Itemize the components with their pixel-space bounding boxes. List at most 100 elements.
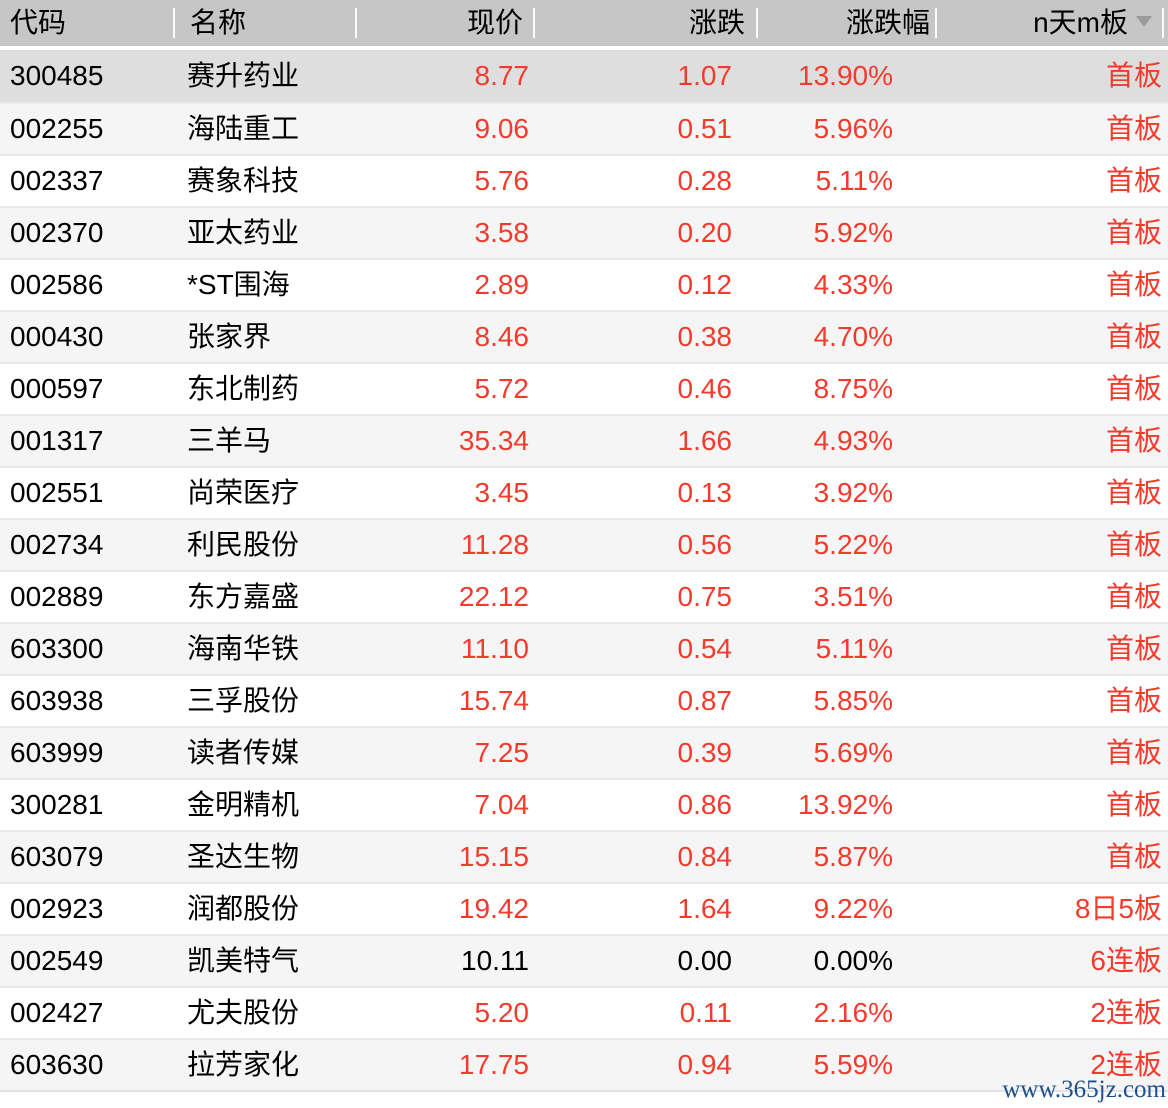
cell-name: 读者传媒	[187, 737, 300, 768]
cell-price: 11.28	[461, 529, 529, 560]
cell-pct: 3.92%	[813, 477, 893, 508]
cell-pct: 0.00%	[813, 945, 893, 976]
cell-boards: 首板	[1105, 113, 1162, 144]
cell-change: 0.54	[677, 633, 733, 664]
cell-price: 15.74	[458, 685, 529, 716]
cell-boards: 首板	[1105, 321, 1162, 352]
cell-price: 2.89	[474, 269, 530, 300]
table-header: 代码 名称 现价 涨跌 涨跌幅 n天m板	[0, 0, 1168, 50]
cell-boards: 首板	[1105, 269, 1162, 300]
stock-row-603938[interactable]: 603938 三孚股份 15.74 0.87 5.85% 首板	[0, 674, 1168, 726]
column-header-boards[interactable]: n天m板	[937, 0, 1168, 46]
cell-name: 利民股份	[187, 529, 300, 560]
stock-row-002549[interactable]: 002549 凯美特气 10.11 0.00 0.00% 6连板	[0, 934, 1168, 986]
cell-code: 002923	[10, 893, 104, 924]
stock-row-000597[interactable]: 000597 东北制药 5.72 0.46 8.75% 首板	[0, 362, 1168, 414]
cell-name: 张家界	[187, 321, 272, 352]
cell-price: 22.12	[458, 581, 529, 612]
cell-price: 15.15	[458, 841, 529, 872]
stock-row-603630[interactable]: 603630 拉芳家化 17.75 0.94 5.59% 2连板	[0, 1038, 1168, 1090]
stock-row-002427[interactable]: 002427 尤夫股份 5.20 0.11 2.16% 2连板	[0, 986, 1168, 1038]
cell-code: 001317	[10, 425, 104, 456]
cell-change: 0.46	[677, 373, 733, 404]
cell-change: 0.94	[677, 1049, 733, 1080]
cell-code: 002255	[10, 113, 104, 144]
cell-pct: 13.92%	[798, 789, 893, 820]
cell-code: 603630	[10, 1049, 104, 1080]
cell-name: 尤夫股份	[187, 997, 300, 1028]
cell-change: 0.84	[677, 841, 733, 872]
cell-name: 凯美特气	[187, 945, 300, 976]
stock-row-002337[interactable]: 002337 赛象科技 5.76 0.28 5.11% 首板	[0, 154, 1168, 206]
cell-name: 拉芳家化	[187, 1049, 300, 1080]
cell-pct: 4.33%	[813, 269, 893, 300]
cell-price: 5.76	[474, 165, 530, 196]
stock-row-603999[interactable]: 603999 读者传媒 7.25 0.39 5.69% 首板	[0, 726, 1168, 778]
cell-price: 7.25	[474, 737, 530, 768]
cell-change: 1.64	[677, 893, 733, 924]
cell-code: 000430	[10, 321, 104, 352]
stock-row-002586[interactable]: 002586 *ST围海 2.89 0.12 4.33% 首板	[0, 258, 1168, 310]
cell-pct: 3.51%	[813, 581, 893, 612]
cell-name: 海南华铁	[187, 633, 300, 664]
stock-row-002551[interactable]: 002551 尚荣医疗 3.45 0.13 3.92% 首板	[0, 466, 1168, 518]
stock-row-002889[interactable]: 002889 东方嘉盛 22.12 0.75 3.51% 首板	[0, 570, 1168, 622]
cell-code: 002427	[10, 997, 104, 1028]
cell-change: 0.28	[677, 165, 733, 196]
cell-price: 11.10	[461, 633, 529, 664]
cell-code: 002549	[10, 945, 104, 976]
cell-boards: 2连板	[1090, 1049, 1162, 1080]
stock-row-002255[interactable]: 002255 海陆重工 9.06 0.51 5.96% 首板	[0, 102, 1168, 154]
column-header-code-label: 代码	[10, 7, 67, 38]
cell-boards: 首板	[1105, 841, 1162, 872]
cell-boards: 首板	[1105, 633, 1162, 664]
cell-name: 海陆重工	[187, 113, 300, 144]
stock-row-002370[interactable]: 002370 亚太药业 3.58 0.20 5.92% 首板	[0, 206, 1168, 258]
column-header-price[interactable]: 现价	[357, 0, 535, 46]
cell-pct: 5.69%	[813, 737, 893, 768]
cell-change: 0.00	[677, 945, 733, 976]
cell-code: 300485	[10, 60, 104, 91]
cell-name: 东北制药	[187, 373, 300, 404]
cell-name: 三孚股份	[187, 685, 300, 716]
cell-pct: 2.16%	[813, 997, 893, 1028]
cell-code: 603938	[10, 685, 104, 716]
cell-pct: 4.70%	[813, 321, 893, 352]
column-header-name[interactable]: 名称	[175, 0, 357, 46]
cell-price: 17.75	[458, 1049, 529, 1080]
cell-code: 603300	[10, 633, 104, 664]
stock-row-000430[interactable]: 000430 张家界 8.46 0.38 4.70% 首板	[0, 310, 1168, 362]
cell-name: 润都股份	[187, 893, 300, 924]
cell-pct: 13.90%	[798, 60, 893, 91]
stock-row-002923[interactable]: 002923 润都股份 19.42 1.64 9.22% 8日5板	[0, 882, 1168, 934]
column-header-price-label: 现价	[466, 7, 523, 38]
cell-pct: 8.75%	[813, 373, 893, 404]
stock-row-603079[interactable]: 603079 圣达生物 15.15 0.84 5.87% 首板	[0, 830, 1168, 882]
stock-row-300485[interactable]: 300485 赛升药业 8.77 1.07 13.90% 首板	[0, 50, 1168, 102]
stock-row-603300[interactable]: 603300 海南华铁 11.10 0.54 5.11% 首板	[0, 622, 1168, 674]
cell-name: 三羊马	[187, 425, 272, 456]
cell-name: 圣达生物	[187, 841, 300, 872]
cell-change: 1.66	[677, 425, 733, 456]
cell-price: 10.11	[461, 945, 529, 976]
column-header-change-pct[interactable]: 涨跌幅	[758, 0, 937, 46]
cell-price: 5.72	[474, 373, 530, 404]
cell-name: 尚荣医疗	[187, 477, 300, 508]
cell-change: 0.12	[677, 269, 733, 300]
cell-code: 000597	[10, 373, 104, 404]
stock-row-300281[interactable]: 300281 金明精机 7.04 0.86 13.92% 首板	[0, 778, 1168, 830]
cell-change: 0.38	[677, 321, 733, 352]
column-header-change[interactable]: 涨跌	[535, 0, 758, 46]
cell-name: *ST围海	[187, 269, 290, 300]
cell-change: 0.13	[677, 477, 733, 508]
column-header-boards-label: n天m板	[1033, 7, 1128, 38]
stock-row-001317[interactable]: 001317 三羊马 35.34 1.66 4.93% 首板	[0, 414, 1168, 466]
stock-row-002734[interactable]: 002734 利民股份 11.28 0.56 5.22% 首板	[0, 518, 1168, 570]
column-header-code[interactable]: 代码	[0, 0, 175, 46]
cell-boards: 8日5板	[1074, 893, 1162, 924]
cell-change: 0.56	[677, 529, 733, 560]
cell-price: 19.42	[458, 893, 529, 924]
cell-pct: 4.93%	[813, 425, 893, 456]
cell-pct: 5.11%	[815, 165, 893, 196]
cell-pct: 5.59%	[813, 1049, 893, 1080]
